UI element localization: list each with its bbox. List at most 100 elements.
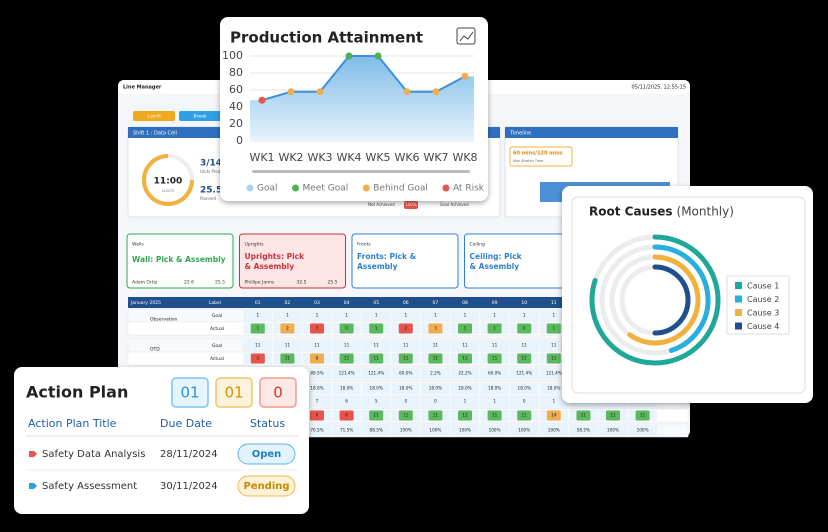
table-cell-text: 6 [345, 399, 348, 404]
chart-title: Root Causes [589, 205, 673, 219]
panel-header [505, 127, 678, 138]
action-due: 28/11/2024 [160, 449, 218, 460]
card-value: 25.5 [215, 280, 225, 286]
table-cell [332, 425, 361, 436]
table-cell-text: 11 [433, 343, 439, 348]
status-percent: 100% [405, 202, 417, 207]
status-cell [398, 323, 413, 334]
table-cell [539, 425, 569, 436]
table-cell-text: 11 [581, 413, 587, 418]
status-cell [428, 353, 443, 364]
counter-box [259, 377, 297, 408]
table-cell-text: 11 [522, 413, 528, 418]
status-cell [339, 353, 354, 364]
ring-arc [652, 264, 691, 336]
y-tick-label: 80 [229, 66, 243, 79]
planned-value: 25.5 [200, 186, 222, 196]
table-cell-text: 11 [522, 356, 528, 361]
y-tick-label: 100 [222, 49, 243, 62]
table-cell [480, 383, 509, 394]
table-cell-text: 1 [316, 313, 319, 318]
table-cell-text: 11 [433, 356, 439, 361]
table-cell-text: 11 [403, 343, 409, 348]
legend-box [726, 275, 790, 335]
table-cell-text: 88.5% [370, 428, 383, 433]
units-value: 3/14 [200, 159, 222, 169]
status-pill[interactable] [237, 443, 296, 465]
status-cell [487, 353, 502, 364]
table-cell-text: 22.2% [458, 371, 471, 376]
units-label: Units Produced [200, 169, 231, 174]
counter-box [215, 377, 253, 408]
status-cell [428, 323, 443, 334]
table-cell-text: 11 [255, 343, 261, 348]
table-cell-text: 100% [489, 428, 501, 433]
table-cell-text: 60.0% [488, 371, 501, 376]
table-cell-text: 11 [522, 343, 528, 348]
data-point [374, 52, 382, 60]
table-cell-text: 11 [285, 343, 291, 348]
counter-value: 0 [273, 384, 283, 402]
table-cell-text: 11 [403, 356, 409, 361]
legend-swatch [735, 282, 742, 289]
table-section: OTD [150, 347, 160, 353]
toolbar-button[interactable] [179, 111, 221, 121]
table-cell-text: 1 [464, 399, 467, 404]
status-pill[interactable] [237, 475, 296, 497]
legend-swatch [292, 184, 299, 192]
table-cell [391, 425, 421, 436]
table-cell-text: 1 [375, 326, 378, 331]
legend-label: Cause 2 [747, 295, 779, 304]
table-cell-text: 1 [375, 313, 378, 318]
table-cell-text: 5 [256, 356, 259, 361]
counter-value: 01 [224, 384, 243, 402]
table-cell [598, 425, 628, 436]
legend-label: Cause 1 [747, 282, 779, 291]
status-cell [369, 353, 384, 364]
table-cell-text: 11 [492, 343, 498, 348]
y-tick-label: 60 [229, 83, 243, 96]
table-cell-text: 1 [493, 313, 496, 318]
table-cell-text: 18.0% [488, 386, 501, 391]
table-cell [421, 425, 450, 436]
app-title: Line Manager [123, 85, 162, 91]
table-cell-text: 11 [640, 413, 646, 418]
chart-icon[interactable] [456, 27, 476, 45]
table-cell-text: 11 [610, 413, 616, 418]
table-column: 02 [285, 300, 291, 306]
table-cell [421, 383, 450, 394]
table-cell [450, 368, 480, 379]
toolbar-button[interactable] [133, 111, 175, 121]
table-cell [509, 368, 539, 379]
table-cell [391, 368, 421, 379]
goal-area [250, 56, 474, 141]
counter-box [171, 377, 209, 408]
table-cell [332, 383, 361, 394]
status-cell [339, 323, 354, 334]
status-label: Open [252, 449, 282, 460]
table-cell [539, 383, 569, 394]
table-cell-text: 11 [462, 356, 468, 361]
table-column: 03 [314, 300, 320, 306]
table-cell [421, 310, 450, 321]
table-cell [539, 396, 569, 407]
table-cell-text: 11 [374, 343, 380, 348]
data-point [287, 88, 295, 96]
table-cell-text: 11 [285, 356, 291, 361]
legend-label: At Risk [453, 184, 485, 194]
table-cell-text: 18.0% [429, 386, 442, 391]
chart-icon-glyph [459, 31, 474, 42]
status-pill [404, 201, 418, 209]
table-cell [361, 425, 391, 436]
table-cell-text: 11 [314, 343, 320, 348]
line-card [126, 233, 234, 289]
status-cell [635, 410, 650, 421]
status-cell [517, 410, 532, 421]
table-cell-text: 121.4% [339, 371, 355, 376]
table-cell [361, 310, 391, 321]
ring-arc [589, 234, 721, 366]
table-cell-text: 1 [286, 313, 289, 318]
data-point [432, 88, 440, 96]
table-cell [391, 383, 421, 394]
